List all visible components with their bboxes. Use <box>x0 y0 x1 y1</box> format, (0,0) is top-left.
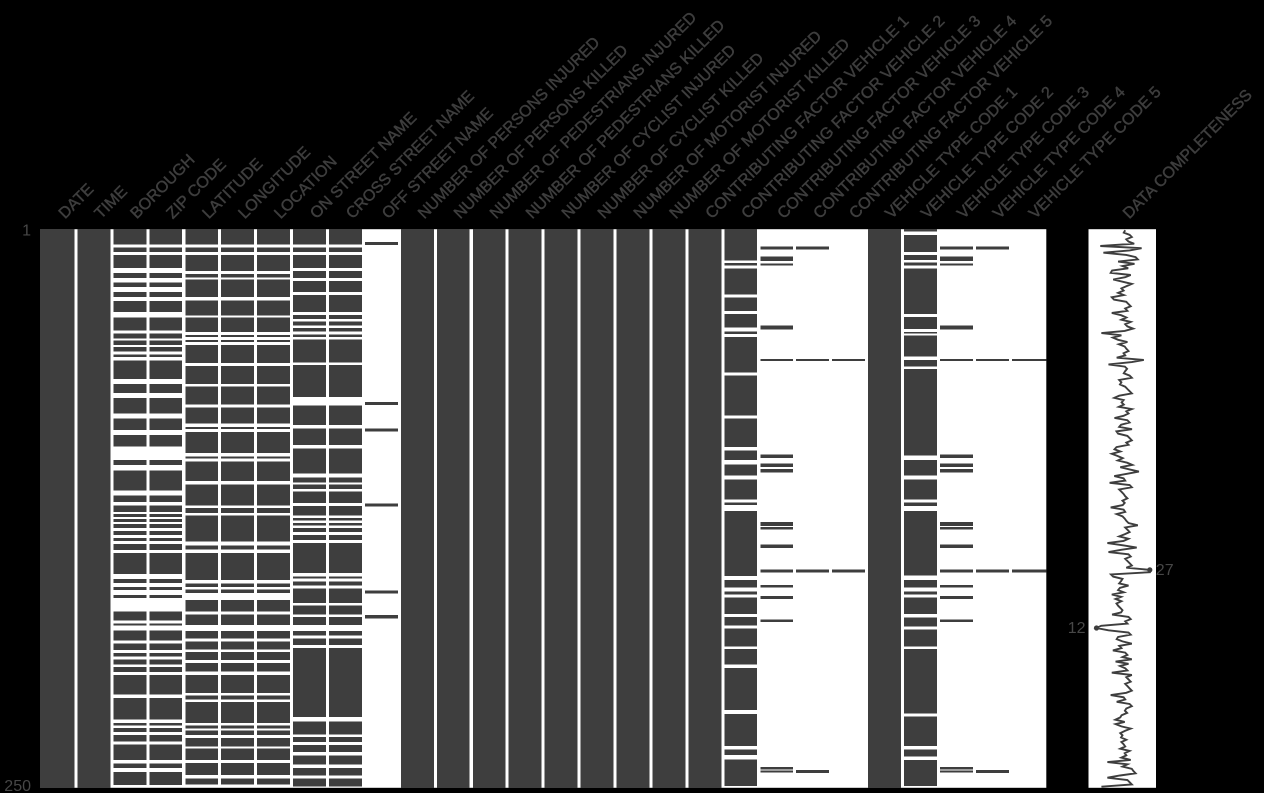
svg-text:27: 27 <box>1156 562 1174 579</box>
svg-text:1: 1 <box>22 223 31 240</box>
svg-text:12: 12 <box>1068 620 1086 637</box>
svg-text:250: 250 <box>4 778 31 793</box>
